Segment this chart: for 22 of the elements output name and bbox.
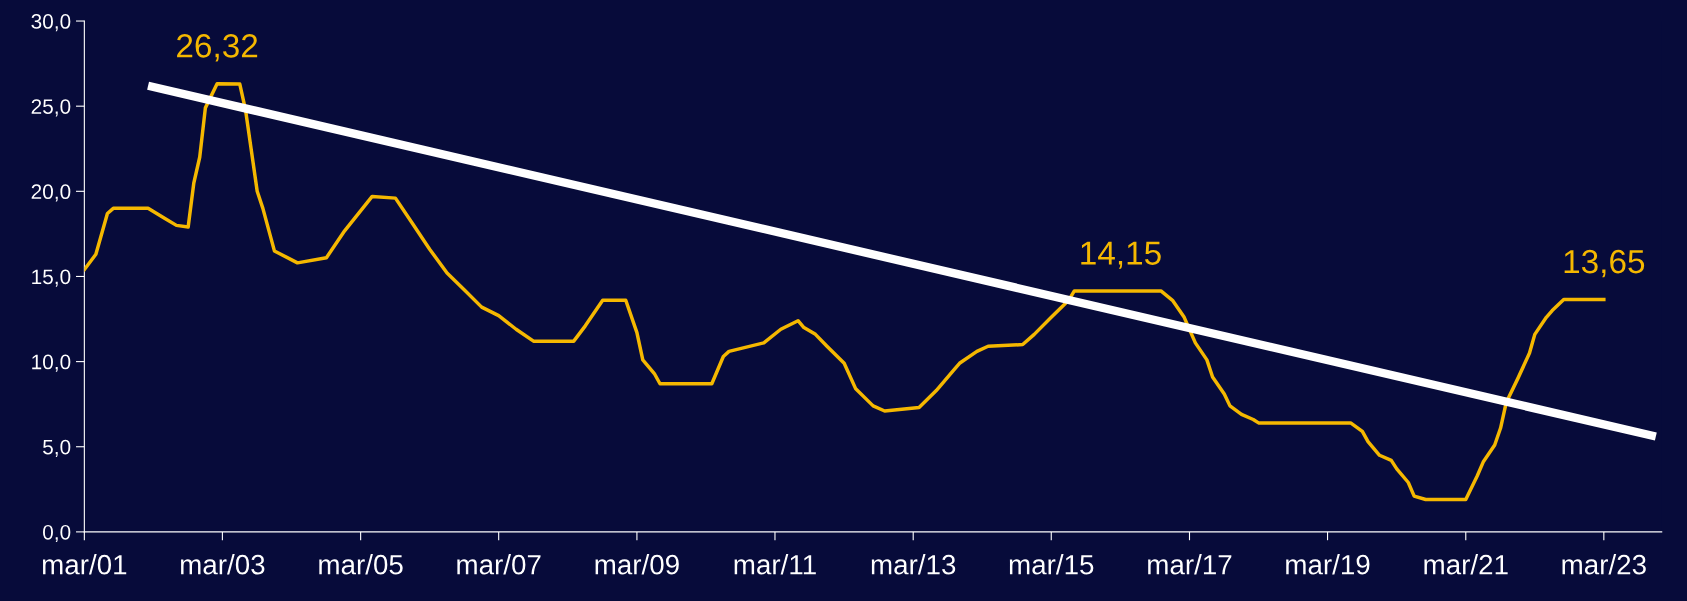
x-tick-label: mar/09 [595,554,679,575]
y-tick-label: 15,0 [32,269,71,287]
x-tick-label: mar/13 [871,554,956,575]
x-tick-label: mar/05 [319,554,403,575]
x-tick-label: mar/23 [1562,554,1646,575]
annotation: 26,32 [177,34,258,62]
y-tick-label: 25,0 [31,99,71,117]
x-tick-label: mar/15 [1009,554,1094,575]
x-tick-label: mar/17 [1148,554,1232,575]
y-tick-label: 10,0 [32,354,71,372]
x-tick-label: mar/03 [181,554,265,575]
y-tick-label: 0,0 [43,524,71,543]
y-tick-label: 5,0 [43,439,71,457]
annotation: 13,65 [1564,249,1645,278]
y-tick-label: 30,0 [31,14,71,32]
x-tick-label: mar/11 [734,554,816,575]
annotation: 14,15 [1081,241,1161,269]
x-tick-label: mar/01 [42,554,127,575]
y-tick-label: 20,0 [31,184,71,202]
x-tick-label: mar/19 [1286,554,1370,575]
x-tick-label: mar/07 [457,554,541,575]
x-tick-label: mar/21 [1424,554,1508,575]
